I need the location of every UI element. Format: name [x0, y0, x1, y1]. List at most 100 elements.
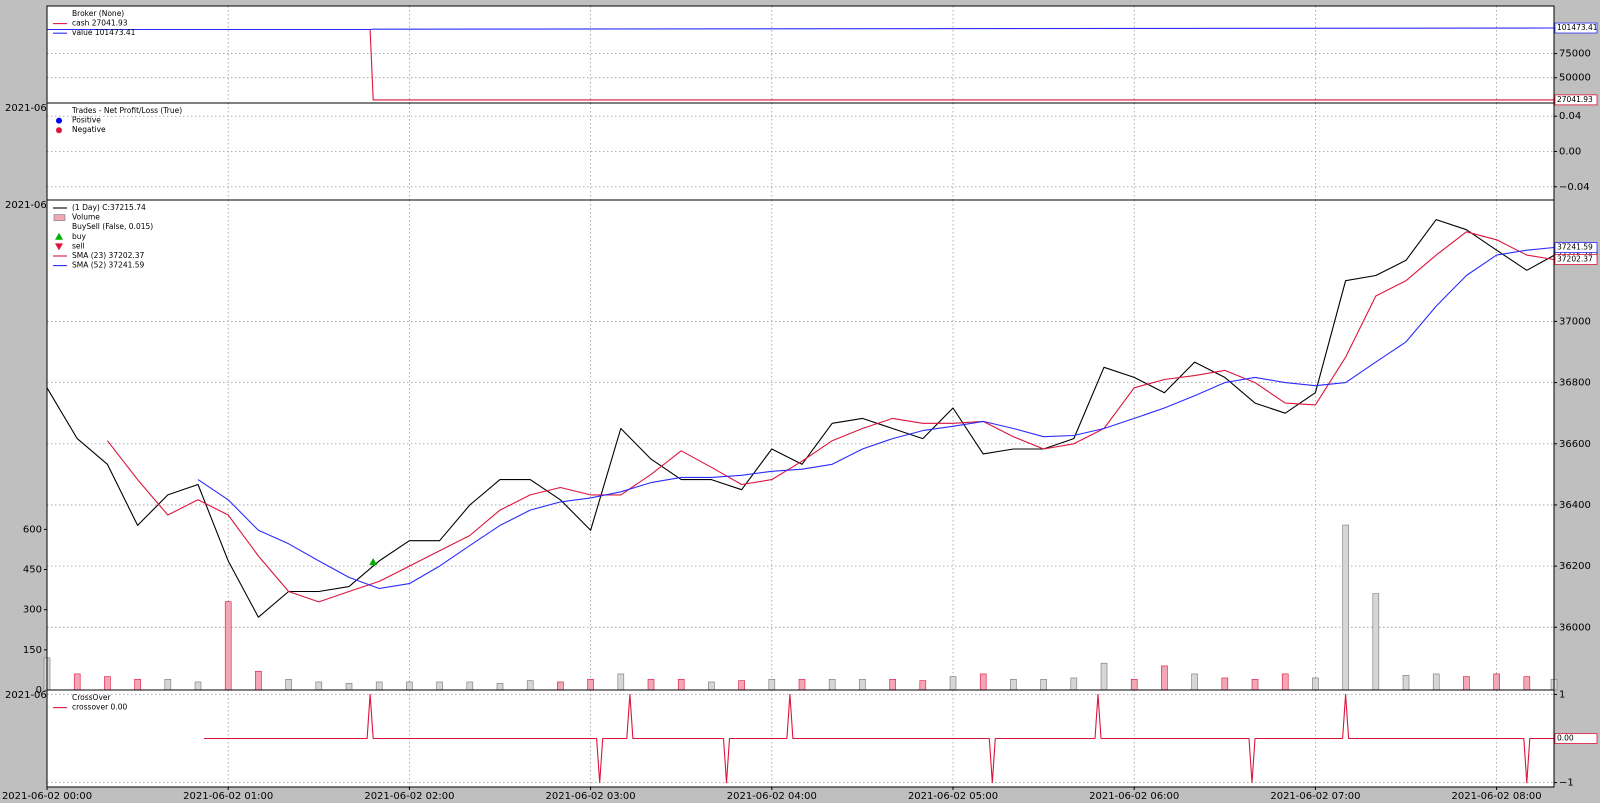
value-tag [1554, 242, 1598, 253]
legend-label: (1 Day) C:37215.74 [72, 203, 146, 212]
legend-marker [55, 232, 63, 240]
series-line [47, 27, 1555, 31]
corner-label: 2021-06 [5, 200, 47, 211]
legend-label: Positive [72, 116, 101, 125]
value-tag [1554, 22, 1598, 34]
legend-label: SMA (52) 37241.59 [72, 261, 145, 270]
series-line [46, 219, 1555, 618]
y-tick-label: 0.04 [1559, 111, 1581, 122]
volume-bar [194, 681, 202, 691]
volume-bar [708, 681, 715, 691]
volume-bar [828, 678, 836, 691]
x-tick-label: 2021-06-02 01:00 [183, 791, 273, 802]
volume-bar [647, 678, 655, 691]
volume-bar [949, 676, 957, 691]
value-tag-label: 0.00 [1557, 734, 1574, 743]
volume-bar [919, 680, 927, 691]
volume-bar [134, 678, 141, 691]
x-tick-label: 2021-06-02 05:00 [908, 791, 998, 802]
y2-tick-label: 600 [23, 524, 42, 535]
legend-label: Broker (None) [72, 9, 124, 18]
volume-bar [436, 681, 443, 691]
volume-bar [164, 678, 172, 691]
volume-bar [1281, 673, 1289, 691]
corner-label: 2021-06 [5, 103, 47, 114]
volume-bar [1342, 524, 1349, 691]
volume-bar [859, 678, 866, 691]
y-tick-label: 36800 [1559, 378, 1591, 389]
scatter-point [369, 558, 378, 566]
legend-label: sell [72, 241, 85, 250]
volume-bar [1432, 673, 1440, 691]
volume-bar [1191, 673, 1198, 691]
volume-bar [1463, 676, 1470, 691]
volume-bar [496, 683, 504, 691]
legend-label: Volume [72, 213, 100, 222]
legend-label: BuySell (False, 0.015) [72, 222, 153, 231]
value-tag [1554, 733, 1598, 744]
y-tick-label: 37000 [1559, 316, 1591, 327]
volume-bar [557, 681, 564, 691]
y-tick-label: 36400 [1559, 500, 1591, 511]
volume-bar [104, 676, 111, 691]
series-line [106, 231, 1555, 603]
x-tick-label: 2021-06-02 00:00 [2, 791, 92, 802]
volume-bar [255, 670, 262, 691]
volume-bar [889, 678, 896, 691]
value-tag-label: 27041.93 [1557, 95, 1593, 104]
volume-bar [1100, 662, 1108, 691]
volume-bar [1523, 676, 1531, 691]
volume-bar [738, 680, 745, 691]
y-tick-label: 50000 [1559, 73, 1591, 84]
x-tick-label: 2021-06-02 02:00 [364, 791, 454, 802]
y-tick-label: 36200 [1559, 561, 1591, 572]
volume-bar [375, 681, 383, 691]
volume-bar [768, 678, 776, 691]
y-tick-label: 1 [1559, 689, 1565, 700]
volume-bar [73, 673, 81, 691]
y2-tick-label: 450 [23, 565, 42, 576]
value-tag [1554, 94, 1598, 106]
volume-bar [1040, 678, 1047, 691]
legend-label: Negative [72, 125, 106, 134]
volume-bar [617, 673, 625, 691]
value-tag [1554, 254, 1598, 265]
volume-bar [1372, 593, 1380, 691]
x-tick-label: 2021-06-02 06:00 [1089, 791, 1179, 802]
legend-label: cash 27041.93 [72, 19, 128, 28]
volume-bar [1493, 673, 1500, 691]
legend-swatch [53, 214, 66, 221]
legend-marker [56, 127, 62, 134]
corner-label: 2021-06 [5, 690, 47, 701]
volume-bar [587, 678, 594, 691]
volume-bar [1161, 665, 1168, 691]
volume-bar [979, 673, 987, 691]
legend-label: crossover 0.00 [72, 703, 127, 712]
volume-bar [798, 678, 806, 691]
volume-bar [1130, 678, 1138, 691]
value-tag-label: 37241.59 [1557, 243, 1593, 252]
legend-marker [55, 243, 63, 251]
x-tick-label: 2021-06-02 03:00 [546, 791, 636, 802]
y-tick-label: −0.04 [1559, 182, 1590, 193]
volume-bar [224, 601, 232, 691]
volume-bar [406, 681, 413, 691]
y-tick-label: 36000 [1559, 622, 1591, 633]
volume-bar [466, 681, 474, 691]
y2-tick-label: 150 [23, 645, 42, 656]
legend-label: CrossOver [72, 693, 112, 702]
y2-tick-label: 0 [36, 685, 42, 696]
volume-bar [526, 680, 534, 691]
volume-bar [1402, 674, 1410, 691]
volume-bar [1251, 678, 1259, 691]
value-tag-label: 37202.37 [1557, 255, 1593, 264]
volume-bar [345, 683, 353, 691]
y-tick-label: −1 [1559, 778, 1574, 789]
y-tick-label: 0.00 [1559, 147, 1581, 158]
panel [47, 6, 1554, 103]
volume-bar [1010, 678, 1017, 691]
legend-label: value 101473.41 [72, 28, 136, 37]
y-tick-label: 75000 [1559, 49, 1591, 60]
